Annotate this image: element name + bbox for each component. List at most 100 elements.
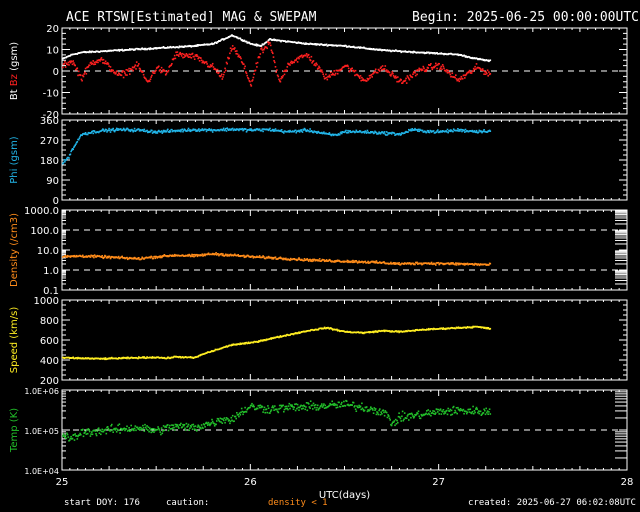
phi-data-point [375,131,378,134]
temp-data-point [64,436,66,439]
phi-data-point [182,129,185,132]
temp-data-point [208,423,210,425]
temp-data-point [153,428,156,430]
speed-ytick-label: 1000 [34,296,59,307]
mag-data-point [319,69,322,71]
phi-data-point [142,130,145,132]
density-data-point [160,255,162,257]
temp-data-point [259,404,262,407]
temp-data-point [231,414,234,417]
caution-label: caution: [166,498,210,508]
temp-data-point [82,428,84,431]
temp-data-point [173,426,175,429]
mag-data-point [475,68,477,70]
density-data-point [390,261,392,264]
phi-data-point [477,131,480,133]
mag-data-point [487,75,489,77]
temp-data-point [134,425,137,427]
mag-data-point [92,60,94,62]
phi-data-point [447,131,449,134]
speed-ytick-label: 800 [40,316,59,327]
temp-data-point [477,410,480,412]
mag-data-point [317,67,320,69]
mag-data-point [66,63,69,66]
temp-data-point [241,410,244,413]
mag-data-point [306,56,309,58]
density-data-point [126,258,129,261]
mag-data-point [113,71,116,73]
phi-data-point [184,129,186,131]
temp-data-point [147,429,149,431]
phi-data-point [298,131,301,133]
mag-data-point [234,47,236,49]
density-data-point [311,260,313,263]
mag-data-point [313,64,315,66]
speed-data-point [167,356,170,359]
mag-data-point [203,62,206,65]
phi-data-point [231,127,234,130]
temp-data-point [161,432,164,435]
temp-data-point [86,428,88,431]
density-data-point [103,256,105,258]
temp-data-point [240,411,242,414]
mag-data-point [423,67,425,70]
temp-data-point [104,429,106,432]
mag-data-point [379,70,381,72]
density-data-point [345,260,348,263]
mag-data-point [63,62,65,65]
temp-data-point [382,409,385,411]
mag-data-point [348,70,351,73]
temp-data-point [463,412,465,415]
mag-data-point [413,70,416,73]
mag-data-point [444,69,447,72]
temp-data-point [338,401,340,404]
mag-data-point [461,78,464,80]
mag-data-point [217,41,219,43]
mag-data-point [421,69,424,71]
temp-data-point [96,430,99,432]
phi-data-point [108,127,110,130]
phi-data-point [133,127,136,130]
mag-data-point [198,56,200,59]
phi-data-point [74,144,76,146]
density-data-point [309,258,311,261]
density-ytick-label: 1000.0 [24,206,59,217]
phi-data-point [428,131,431,134]
temp-data-point [487,413,489,415]
density-data-point [267,257,269,259]
mag-data-point [468,56,471,58]
mag-data-point [255,62,257,65]
mag-data-point [174,57,177,60]
temp-data-point [397,421,399,424]
phi-data-point [115,129,117,131]
temp-data-point [276,408,278,411]
temp-data-point [403,412,406,414]
mag-data-point [489,59,492,61]
mag-data-point [121,71,123,73]
temp-data-point [89,435,92,437]
temp-data-point [168,426,170,429]
temp-data-point [343,400,345,403]
mag-data-point [332,73,335,76]
density-data-point [218,254,220,257]
density-data-point [289,257,292,260]
phi-data-point [323,131,325,133]
temp-data-point [133,427,136,430]
density-data-point [462,263,465,266]
speed-data-point [127,356,130,359]
density-ytick-label: 100.0 [30,226,59,237]
temp-data-point [113,427,116,430]
xtick-label: 28 [621,477,634,488]
density-caution: density < 1 [268,498,328,508]
phi-data-point [224,129,226,131]
phi-data-point [289,129,291,132]
density-data-point [101,255,103,257]
mag-data-point [354,74,356,77]
mag-data-point [434,65,436,67]
density-data-point [448,263,451,266]
mag-data-point [340,69,342,71]
temp-data-point [64,434,67,437]
phi-data-point [171,128,173,131]
speed-data-point [126,357,128,360]
temp-data-point [440,413,443,415]
